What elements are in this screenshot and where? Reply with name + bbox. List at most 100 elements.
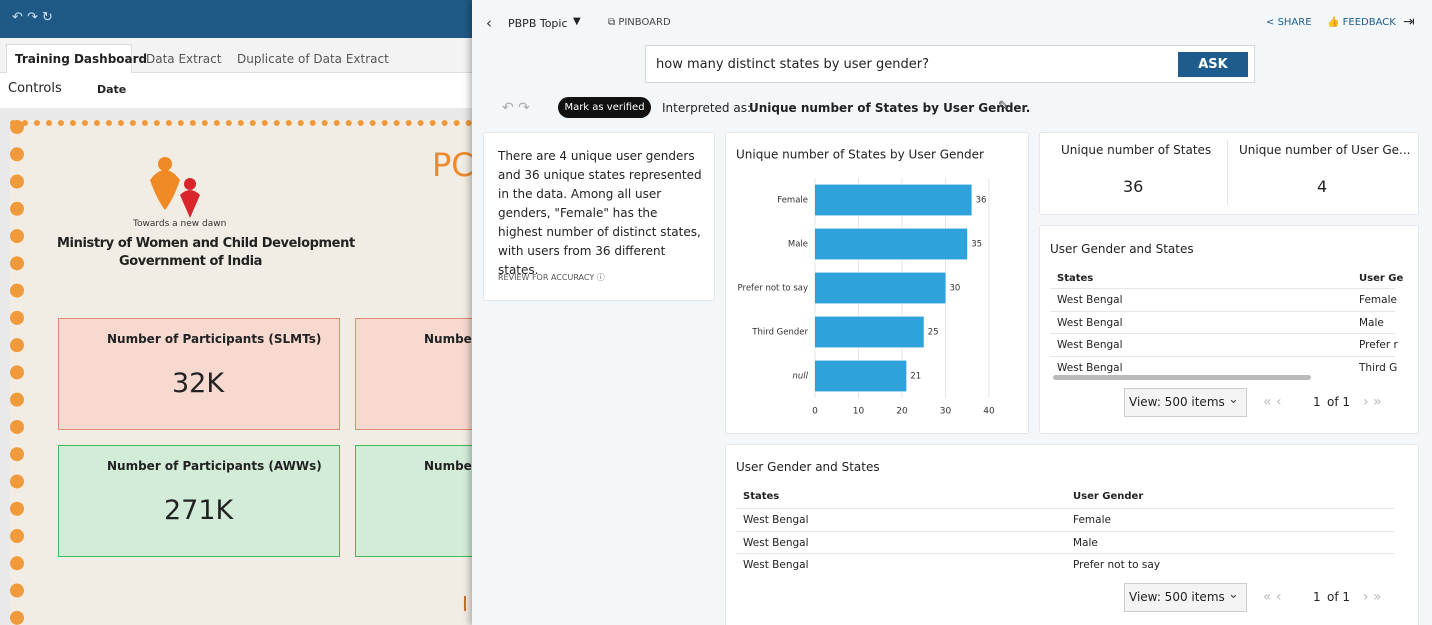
banner-footer: I (462, 592, 468, 616)
x-tick-label: 40 (983, 407, 995, 417)
pinboard-text[interactable]: PINBOARD (618, 17, 671, 28)
row-divider (1050, 355, 1395, 357)
y-tick-label: Third Gender (751, 328, 808, 338)
verify-button[interactable]: Mark as verified (558, 97, 651, 118)
column-header: User Ge (1359, 273, 1404, 284)
page-size-select[interactable] (1124, 388, 1247, 417)
pager-next[interactable]: › » (1363, 589, 1382, 605)
tab[interactable]: Data Extract (146, 52, 222, 66)
government: Government of India (119, 254, 263, 269)
row-divider (736, 530, 1394, 532)
undo-redo-icons[interactable]: ↶ ↷ ↻ (12, 10, 53, 25)
edit-icon[interactable]: ✎ (998, 99, 1009, 114)
table-title: User Gender and States (1050, 242, 1194, 256)
row-divider (736, 508, 1394, 509)
bar-chart: Unique number of States by User Gender 0… (736, 148, 995, 417)
share-link[interactable]: < SHARE (1266, 17, 1312, 28)
dropdown-icon[interactable]: ▼ (573, 16, 581, 27)
tagline: Towards a new dawn (133, 219, 227, 229)
page-size-select[interactable] (1124, 583, 1247, 612)
dropdown-icon[interactable]: ⌄ (1228, 587, 1239, 602)
pager-next[interactable]: › » (1363, 394, 1382, 410)
table-cell: Female (1359, 294, 1397, 306)
scrollbar[interactable] (1053, 375, 1311, 380)
kpi-label: Unique number of User Ge... (1239, 143, 1411, 157)
table-card (725, 444, 1419, 625)
topic-selector[interactable]: PBPB Topic (508, 17, 568, 30)
bar (815, 360, 907, 392)
x-tick-label: 20 (896, 407, 908, 417)
tab-bar: Training Dashboard Data Extract Duplicat… (0, 38, 472, 73)
kpi-value: 4 (1317, 177, 1328, 196)
share-text[interactable]: SHARE (1277, 17, 1312, 28)
column-header: States (1057, 273, 1094, 284)
tab[interactable]: Duplicate of Data Extract (237, 52, 389, 66)
bar (815, 316, 924, 348)
feedback-text[interactable]: FEEDBACK (1342, 17, 1396, 28)
row-divider (1050, 288, 1395, 289)
search-box[interactable] (645, 45, 1255, 83)
column-header: States (743, 491, 780, 502)
page-total: of 1 (1327, 590, 1351, 604)
value-label: 25 (928, 328, 939, 338)
pinboard-link[interactable]: ⧉ PINBOARD (608, 17, 671, 28)
value-label: 21 (910, 372, 921, 382)
y-tick-label: Male (788, 240, 808, 250)
column-header: User Gender (1073, 491, 1144, 502)
table-title: User Gender and States (736, 460, 880, 474)
pager-prev[interactable]: « ‹ (1263, 589, 1282, 605)
y-tick-label: Female (777, 196, 808, 206)
review-link[interactable]: REVIEW FOR ACCURACY ⓘ (498, 273, 605, 282)
table-cell: West Bengal (743, 536, 809, 549)
table-cell: West Bengal (1057, 316, 1123, 329)
controls-label[interactable]: Controls (8, 81, 62, 96)
page-size[interactable]: View: 500 items (1129, 590, 1225, 604)
feedback-link[interactable]: 👍 FEEDBACK (1327, 17, 1396, 28)
history-icons[interactable]: ↶ ↷ (502, 100, 530, 116)
interpretation[interactable]: Unique number of States by User Gender. (749, 101, 1031, 115)
table-cell: Third G (1359, 361, 1398, 374)
kpi-label: Number of Participants (SLMTs) (107, 332, 322, 346)
tab[interactable]: Training Dashboard (15, 52, 148, 66)
y-tick-label: null (793, 372, 809, 382)
page-size[interactable]: View: 500 items (1129, 395, 1225, 409)
table-cell: West Bengal (1057, 294, 1123, 306)
y-tick-label: Prefer not to say (738, 284, 808, 294)
logo (150, 157, 200, 218)
x-tick-label: 30 (940, 407, 952, 417)
question-input[interactable]: how many distinct states by user gender? (656, 57, 929, 72)
kpi-card (1039, 132, 1419, 215)
table-cell: Prefer not to say (1073, 559, 1161, 571)
table-cell: West Bengal (1057, 339, 1123, 351)
kpi-value: 32K (172, 368, 225, 399)
active-tab[interactable] (6, 44, 132, 73)
x-tick-label: 10 (853, 407, 865, 417)
kpi-value: 36 (1123, 177, 1144, 196)
row-divider (1050, 310, 1395, 312)
ministry: Ministry of Women and Child Development (57, 236, 355, 251)
table-cell: Female (1073, 514, 1111, 526)
date-control[interactable]: Date (97, 83, 127, 96)
x-tick-label: 0 (812, 407, 818, 417)
dropdown-icon[interactable]: ⌄ (1228, 392, 1239, 407)
value-label: 35 (971, 240, 982, 250)
divider (1227, 140, 1228, 205)
kpi-card (58, 318, 340, 430)
collapse-icon[interactable]: ⇥ (1403, 14, 1415, 30)
page-number: 1 (1313, 590, 1321, 604)
bar (815, 184, 972, 216)
review-text[interactable]: REVIEW FOR ACCURACY (498, 273, 595, 282)
bar (815, 272, 946, 304)
chart-title: Unique number of States by User Gender (736, 148, 984, 162)
back-button[interactable]: ‹ (486, 14, 492, 32)
table-cell: Male (1359, 316, 1384, 329)
pager-prev[interactable]: « ‹ (1263, 394, 1282, 410)
kpi-label: Number of Participants (AWWs) (107, 459, 322, 473)
row-divider (1050, 333, 1395, 334)
table-cell: West Bengal (743, 559, 809, 571)
kpi-value: 271K (164, 495, 234, 526)
summary-card (483, 132, 715, 301)
table-cell: Male (1073, 536, 1098, 549)
row-divider (736, 553, 1394, 554)
ask-button[interactable]: ASK (1178, 52, 1248, 77)
